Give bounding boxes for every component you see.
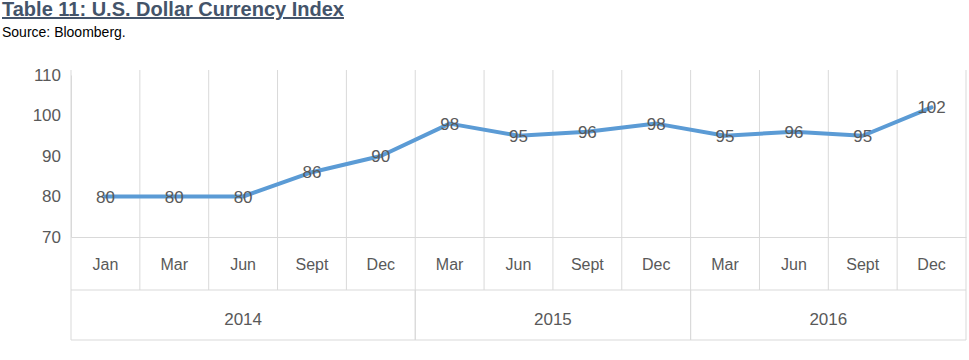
x-tick: Sept [846,237,879,273]
x-tick-label: Sept [296,256,329,273]
y-tick-label: 110 [34,66,61,85]
x-axis: Jan Mar Jun Sept Dec Mar Jun Sept Dec Mar Jun Sept D… [72,237,967,273]
data-label: 98 [440,115,459,134]
x-tick-label: Jun [230,256,256,273]
data-label: 96 [784,123,803,142]
data-label: 96 [578,123,597,142]
group-label: 2016 [809,310,847,329]
group-label: 2014 [224,310,262,329]
x-tick-label: Dec [642,256,670,273]
category-divider [552,70,553,290]
y-tick: 70 [42,228,71,247]
x-tick: Jan [93,237,119,273]
group-divider [415,290,416,340]
category-divider [621,70,622,290]
data-label: 95 [509,127,528,146]
group-label: 2015 [534,310,572,329]
data-label: 86 [303,163,322,182]
group-divider [415,290,416,340]
category-divider [759,70,760,290]
y-tick: 80 [42,187,71,206]
data-label: 95 [853,127,872,146]
title: Table 11: U.S. Dollar Currency Index [2,0,344,20]
subtitle: Source: Bloomberg. [2,24,126,40]
group-divider [966,290,967,340]
category-divider [277,70,278,290]
plot-area [105,107,931,196]
category-divider [897,70,898,290]
category-divider [71,70,72,290]
x-tick-label: Sept [846,256,879,273]
x-tick: Dec [367,237,395,273]
group-divider [690,290,691,340]
category-divider [415,70,416,290]
data-label: 80 [165,188,184,207]
data-label: 95 [716,127,735,146]
category-divider [966,70,967,290]
y-tick-label: 70 [42,228,61,247]
x-tick-label: Mar [711,256,739,273]
x-tick-label: Dec [367,256,395,273]
category-divider [828,70,829,290]
category-groups: 2014 2015 2016 [71,290,966,340]
x-tick: Mar [436,237,464,273]
x-tick: Jun [506,237,532,273]
category-divider [139,70,140,290]
x-tick: Mar [711,237,739,273]
x-tick-label: Sept [571,256,604,273]
y-axis-line [71,76,72,238]
y-tick: 100 [33,106,71,125]
x-tick-label: Jun [781,256,807,273]
x-tick: Mar [160,237,188,273]
y-tick: 90 [42,147,71,166]
y-tick-label: 100 [33,106,61,125]
y-axis: 70 80 90 100 110 [33,66,72,247]
x-tick-label: Jun [506,256,532,273]
category-divider [690,70,691,290]
grid [71,70,966,290]
category-divider [208,70,209,290]
x-tick: Jun [781,237,807,273]
x-tick: Sept [571,237,604,273]
x-axis-line [72,237,967,238]
x-tick: Dec [917,237,945,273]
category-divider [346,70,347,290]
y-tick-label: 80 [42,187,61,206]
group-row-line [71,290,966,291]
x-tick: Sept [296,237,329,273]
x-tick-label: Mar [436,256,464,273]
data-labels: 80 80 80 86 90 98 95 96 98 95 96 95 102 [96,98,946,206]
x-tick-label: Mar [160,256,188,273]
data-label: 80 [234,188,253,207]
y-tick: 110 [34,66,71,85]
x-tick-label: Dec [917,256,945,273]
category-divider [484,70,485,290]
data-label: 80 [96,188,115,207]
y-tick-label: 90 [42,147,61,166]
data-label: 102 [917,98,945,117]
chart: Table 11: U.S. Dollar Currency Index Sour… [0,0,969,360]
x-tick: Jun [230,237,256,273]
data-label: 98 [647,115,666,134]
x-tick-label: Jan [93,256,119,273]
group-divider [71,290,72,340]
data-label: 90 [371,147,390,166]
group-row-line [71,340,966,341]
series-line [105,107,931,196]
x-tick: Dec [642,237,670,273]
group-divider [690,290,691,340]
